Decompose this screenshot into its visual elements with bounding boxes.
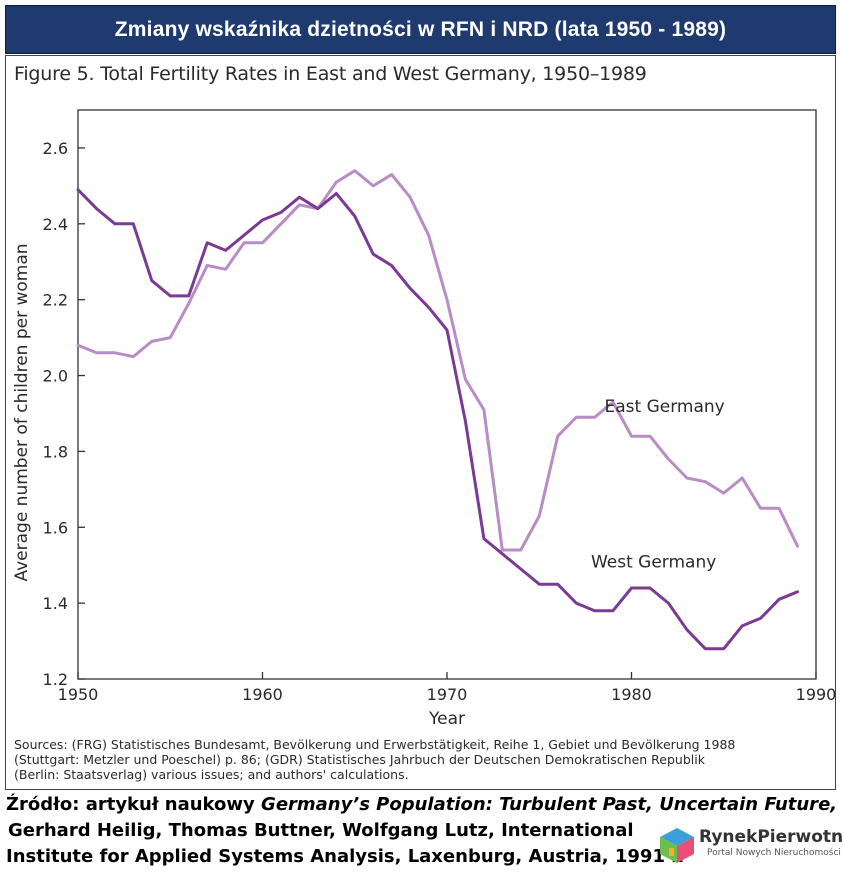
- logo-tagline: Portal Nowych Nieruchomości: [707, 848, 841, 858]
- logo-name: RynekPierwotny: [699, 827, 843, 847]
- x-tick-label: 1950: [58, 685, 99, 704]
- source-credit: Źródło: artykuł naukowy Germany’s Popula…: [6, 792, 837, 870]
- house-cube-icon: [660, 828, 694, 863]
- plot-frame: [77, 109, 817, 680]
- figure-frame: [5, 55, 836, 790]
- y-tick-label: 1.4: [43, 594, 68, 613]
- title-banner: Zmiany wskaźnika dzietności w RFN i NRD …: [5, 5, 836, 54]
- article-title: Germany’s Population: Turbulent Past, Un…: [261, 794, 838, 815]
- sources-line: (Stuttgart: Metzler und Poeschel) p. 86;…: [14, 752, 705, 767]
- figure-title: Figure 5. Total Fertility Rates in East …: [14, 63, 647, 85]
- y-tick-label: 1.8: [43, 442, 68, 461]
- y-axis-label: Average number of children per woman: [12, 243, 32, 581]
- y-tick-label: 1.6: [43, 518, 68, 537]
- series-label-west-germany: West Germany: [591, 552, 716, 572]
- y-tick-label: 2.4: [43, 215, 68, 234]
- y-tick-label: 2.2: [43, 291, 68, 310]
- series-line-west-germany: [76, 188, 799, 651]
- credit-institute: Institute for Applied Systems Analysis, …: [6, 846, 685, 867]
- sources-note: Sources: (FRG) Statistisches Bundesamt, …: [14, 737, 829, 782]
- x-tick-label: 1990: [796, 685, 837, 704]
- credit-authors: Gerhard Heilig, Thomas Buttner, Wolfgang…: [8, 820, 634, 841]
- sources-line: Sources: (FRG) Statistisches Bundesamt, …: [14, 737, 736, 752]
- x-tick-label: 1960: [242, 685, 283, 704]
- x-tick-label: 1970: [427, 685, 468, 704]
- credit-prefix: Źródło: artykuł naukowy: [6, 794, 262, 815]
- banner-title: Zmiany wskaźnika dzietności w RFN i NRD …: [114, 17, 727, 41]
- series-line-east-germany: [76, 169, 799, 552]
- x-axis-label: Year: [428, 709, 465, 729]
- y-tick-label: 1.2: [43, 670, 68, 689]
- y-tick-label: 2.6: [43, 139, 68, 158]
- rynekpierwotny-logo[interactable]: RynekPierwotny Portal Nowych Nieruchomoś…: [657, 825, 843, 865]
- y-tick-label: 2.0: [43, 367, 68, 386]
- x-tick-label: 1980: [611, 685, 652, 704]
- sources-line: (Berlin: Staatsverlag) various issues; a…: [14, 767, 409, 782]
- series-label-east-germany: East Germany: [605, 397, 725, 417]
